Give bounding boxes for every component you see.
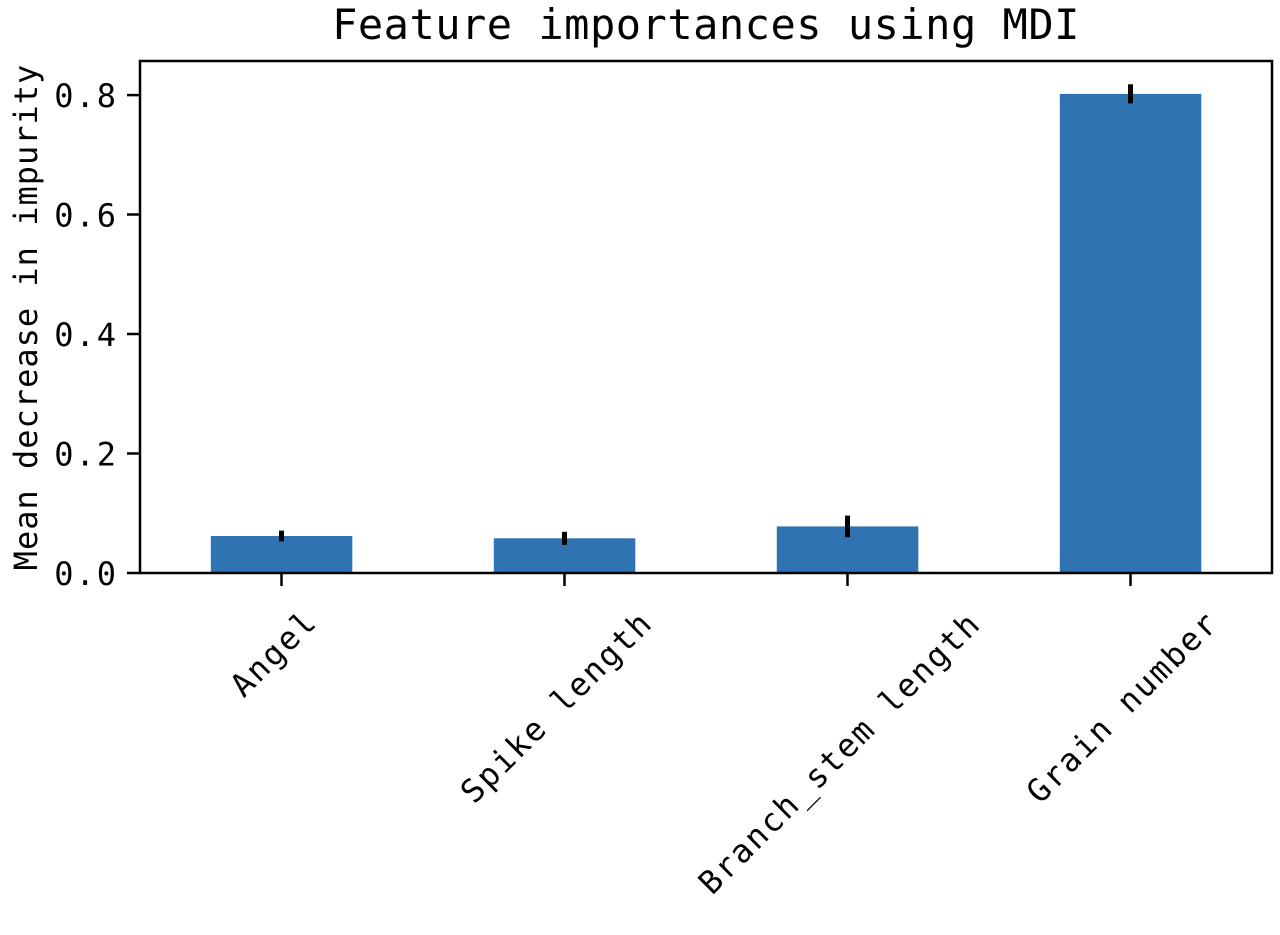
plot-border bbox=[138, 59, 1274, 575]
bar-grain-number bbox=[1059, 93, 1202, 574]
y-tick-label-0.8: 0.8 bbox=[54, 77, 118, 115]
chart-title: Feature importances using MDI bbox=[332, 0, 1080, 49]
x-tick-label-branch-stem-length: Branch_stem length bbox=[691, 604, 989, 902]
y-tick-label-0.0: 0.0 bbox=[54, 555, 118, 593]
y-tick-label-0.2: 0.2 bbox=[54, 436, 118, 474]
x-tick-label-grain-number: Grain number bbox=[1019, 603, 1226, 810]
x-tick-label-spike-length: Spike length bbox=[453, 603, 660, 810]
bar-angel bbox=[210, 536, 353, 573]
y-tick-label-0.6: 0.6 bbox=[54, 197, 118, 235]
x-tick-label-angel: Angel bbox=[222, 602, 324, 704]
y-tick-label-0.4: 0.4 bbox=[54, 316, 118, 354]
